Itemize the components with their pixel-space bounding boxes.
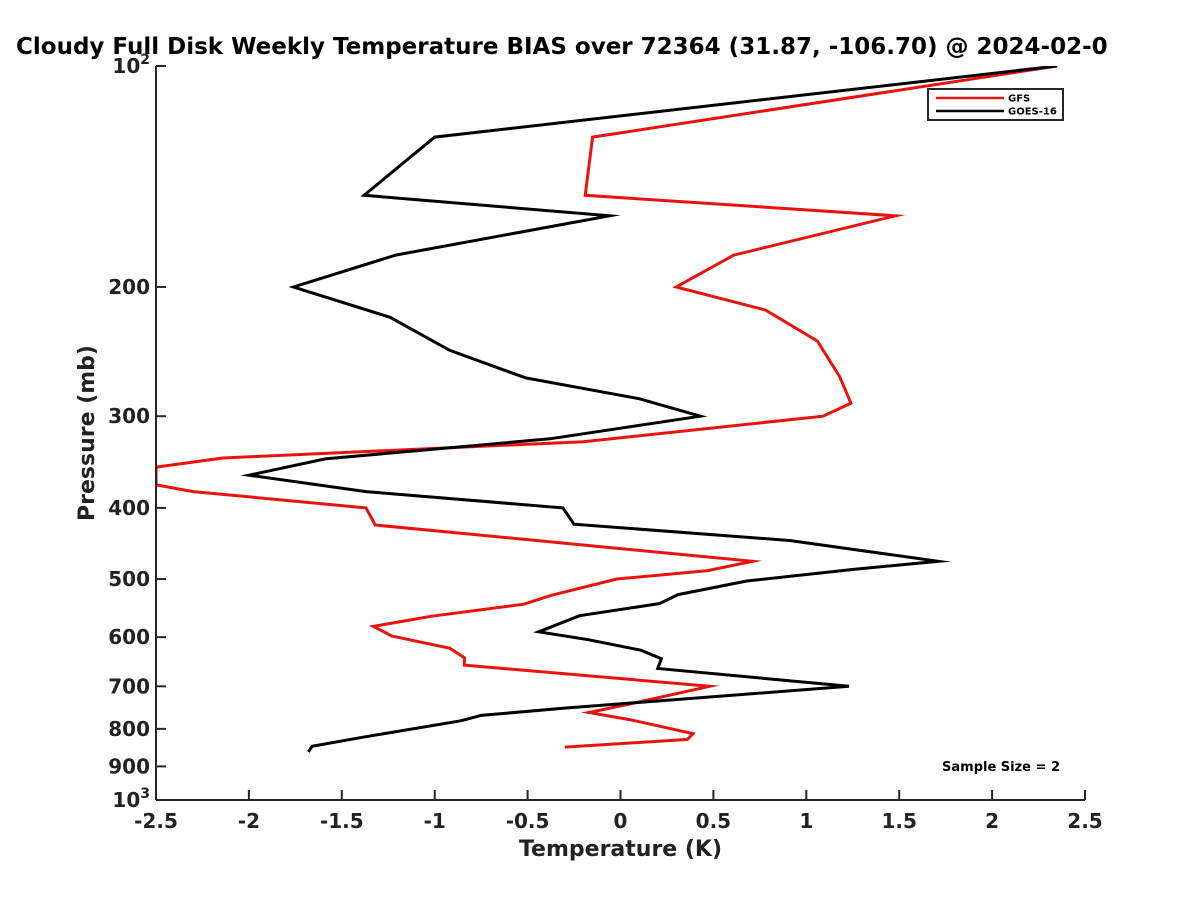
x-tick-label: 1.5 [881, 809, 916, 833]
y-tick-label: 700 [108, 674, 150, 698]
y-tick-label: 300 [108, 404, 150, 428]
y-tick-label: 400 [108, 496, 150, 520]
legend-label-gfs: GFS [1008, 94, 1030, 105]
x-tick-label: 0.5 [696, 809, 731, 833]
x-tick-label: -1.5 [320, 809, 364, 833]
ticks-layer: -2.5 -2 -1.5 -1 -0.5 0 0.5 1 1.5 2 2.5 102 200 300 400… [108, 52, 1102, 833]
x-tick-label: 0 [614, 809, 628, 833]
x-tick-label: -1 [424, 809, 446, 833]
series-layer [156, 66, 1058, 753]
y-tick-label: 600 [108, 625, 150, 649]
y-tick-label: 500 [108, 567, 150, 591]
chart-title: Cloudy Full Disk Weekly Temperature BIAS… [16, 34, 1108, 60]
y-tick-label: 102 [112, 52, 150, 78]
axes-layer [155, 66, 1085, 801]
y-tick-label: 200 [108, 275, 150, 299]
x-tick-label: 2.5 [1067, 809, 1102, 833]
y-axis-label: Pressure (mb) [75, 345, 100, 521]
x-axis-label: Temperature (K) [519, 837, 722, 862]
y-tick-label: 900 [108, 754, 150, 778]
series-line-gfs [156, 66, 1058, 749]
series-line-goes-16 [240, 66, 1058, 753]
x-tick-label: -2.5 [134, 809, 178, 833]
y-tick-label: 800 [108, 717, 150, 741]
x-tick-label: -0.5 [506, 809, 550, 833]
x-tick-label: 2 [985, 809, 999, 833]
legend-box [927, 88, 1064, 121]
legend: GFS GOES-16 [927, 88, 1064, 121]
sample-size-annotation: Sample Size = 2 [942, 760, 1060, 775]
legend-label-goes-16: GOES-16 [1008, 107, 1057, 118]
x-tick-label: 1 [799, 809, 813, 833]
x-tick-label: -2 [238, 809, 260, 833]
